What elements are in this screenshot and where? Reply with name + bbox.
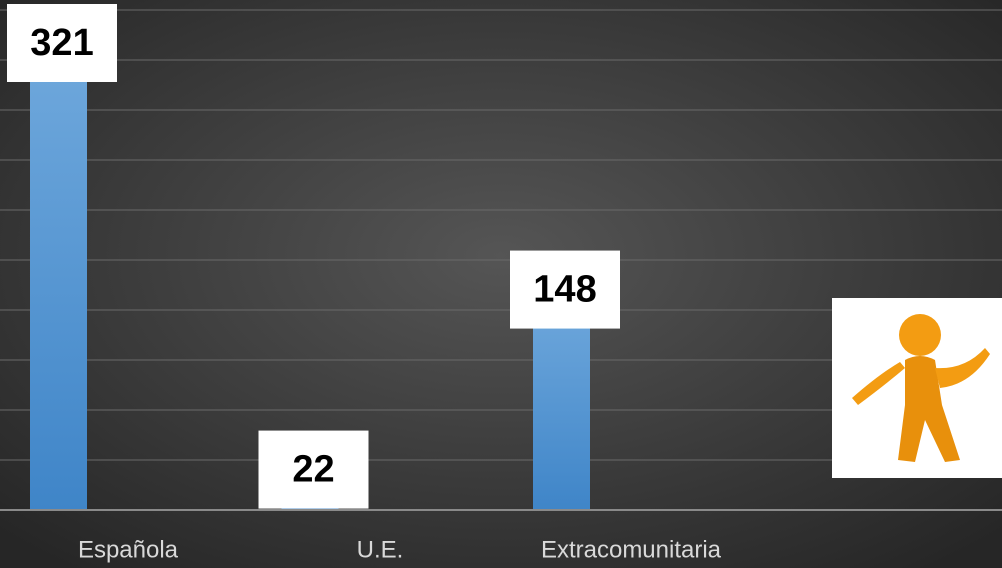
figure-picture [832, 298, 1002, 478]
chart: 321 Española 22 U.E. 148 Extracomunitaria [0, 0, 1002, 568]
value-label: 22 [292, 449, 334, 491]
page: {"chart_data": {"type": "bar", "categori… [0, 0, 1002, 568]
bar [30, 51, 87, 510]
x-tick-label: U.E. [357, 536, 404, 563]
bar [533, 299, 590, 510]
value-label: 321 [30, 22, 93, 64]
value-label: 148 [533, 269, 596, 311]
background [0, 0, 1002, 568]
x-tick-label: Extracomunitaria [541, 536, 722, 563]
x-tick-label: Española [78, 536, 179, 563]
